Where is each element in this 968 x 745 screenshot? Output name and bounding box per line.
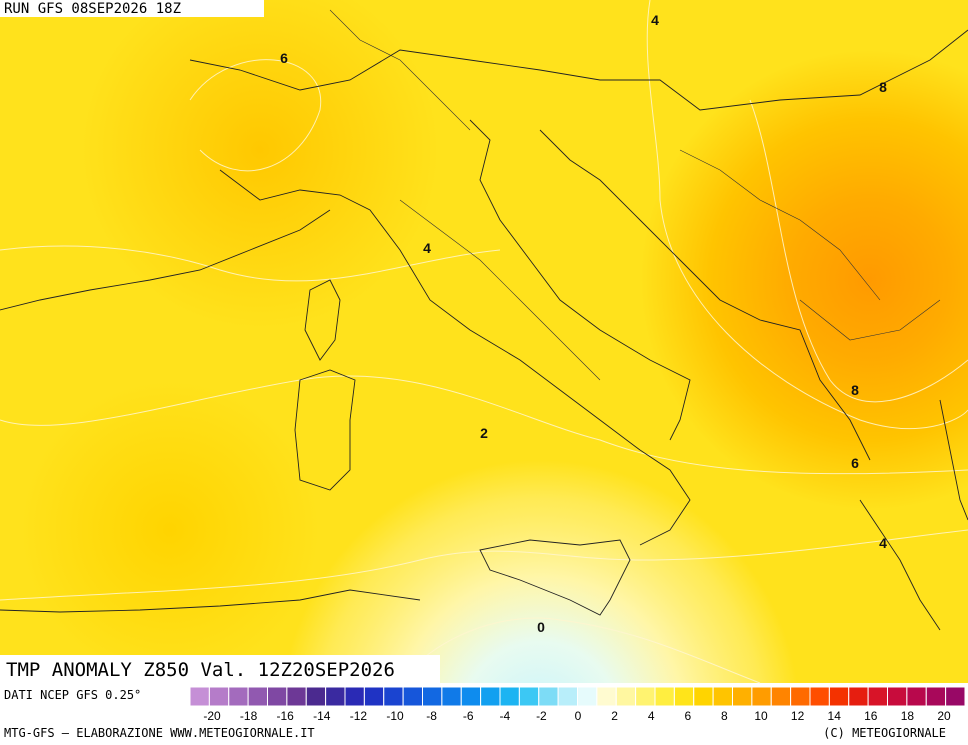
colorbar-tick-label: 12 — [791, 709, 805, 723]
colorbar-tick-label: 20 — [937, 709, 951, 723]
colorbar-swatch — [693, 686, 714, 707]
colorbar-swatch — [189, 686, 210, 707]
colorbar-tick-label: -14 — [313, 709, 331, 723]
colorbar-tick-label: 6 — [684, 709, 691, 723]
contour-label: 4 — [423, 240, 431, 256]
source-label: DATI NCEP GFS 0.25° — [4, 688, 141, 702]
colorbar-swatch — [480, 686, 501, 707]
colorbar-swatch — [228, 686, 249, 707]
colorbar-swatch — [305, 686, 327, 707]
colorbar-swatch — [247, 686, 268, 707]
colorbar-swatch — [518, 686, 540, 707]
colorbar-tick-label: -2 — [536, 709, 547, 723]
isolines — [0, 0, 968, 684]
colorbar-swatch — [267, 686, 288, 707]
colorbar-swatch — [383, 686, 404, 707]
contour-label: 8 — [851, 382, 859, 398]
colorbar-swatch — [441, 686, 462, 707]
colorbar-tick-label: -8 — [426, 709, 437, 723]
colorbar: -20 -18 -16 -14 -12 -10 -8 -6 -4 -2 0 2 4 6 8 10 12 14 16 1… — [189, 686, 966, 723]
colorbar-swatch — [790, 686, 811, 707]
colorbar-swatch — [828, 686, 850, 707]
colorbar-tick-label: -4 — [499, 709, 510, 723]
footer-right: (C) METEOGIORNALE — [823, 726, 946, 740]
contour-label: 6 — [280, 50, 288, 66]
colorbar-tick-label: -18 — [240, 709, 258, 723]
colorbar-swatch — [577, 686, 598, 707]
map — [0, 0, 968, 684]
colorbar-tick-label: 0 — [575, 709, 582, 723]
colorbar-swatch — [732, 686, 753, 707]
colorbar-swatch — [867, 686, 888, 707]
contour-label: 6 — [851, 455, 859, 471]
colorbar-swatch — [344, 686, 365, 707]
colorbar-swatch — [654, 686, 675, 707]
run-label: RUN GFS 08SEP2026 18Z — [4, 1, 181, 17]
colorbar-swatch — [945, 686, 966, 707]
colorbar-tick-label: -10 — [386, 709, 404, 723]
colorbar-swatch — [848, 686, 869, 707]
colorbar-tick-label: 2 — [611, 709, 618, 723]
colorbar-tick-label: 4 — [648, 709, 655, 723]
colorbar-tick-label: -16 — [277, 709, 295, 723]
colorbar-swatch — [286, 686, 307, 707]
colorbar-tick-label: -6 — [463, 709, 474, 723]
contour-labels: 4 6 8 4 8 2 6 4 0 — [280, 12, 887, 635]
contour-label: 0 — [537, 619, 545, 635]
colorbar-swatch — [402, 686, 423, 707]
colorbar-swatch — [460, 686, 482, 707]
anomaly-field — [0, 0, 968, 683]
borders — [329, 9, 941, 381]
run-box — [0, 0, 264, 17]
colorbar-swatch — [557, 686, 578, 707]
colorbar-swatch — [887, 686, 908, 707]
colorbar-swatch — [673, 686, 695, 707]
contour-label: 2 — [480, 425, 488, 441]
colorbar-tick-label: 10 — [754, 709, 768, 723]
coastlines — [0, 29, 968, 631]
colorbar-swatch — [635, 686, 656, 707]
colorbar-swatch — [363, 686, 385, 707]
colorbar-tick-label: 18 — [901, 709, 915, 723]
colorbar-tick-label: 14 — [828, 709, 842, 723]
colorbar-swatch — [325, 686, 346, 707]
colorbar-swatch — [712, 686, 733, 707]
footer-left: MTG-GFS — ELABORAZIONE WWW.METEOGIORNALE… — [4, 726, 315, 740]
colorbar-swatch — [925, 686, 947, 707]
map-title: TMP ANOMALY Z850 Val. 12Z20SEP2026 — [6, 659, 395, 681]
colorbar-swatch — [770, 686, 792, 707]
colorbar-swatch — [906, 686, 927, 707]
colorbar-swatch — [596, 686, 617, 707]
title-box — [0, 655, 440, 683]
colorbar-swatch — [208, 686, 230, 707]
colorbar-swatch — [538, 686, 559, 707]
colorbar-swatch — [615, 686, 637, 707]
colorbar-tick-label: -12 — [350, 709, 368, 723]
contour-label: 8 — [879, 79, 887, 95]
contour-label: 4 — [879, 535, 887, 551]
colorbar-swatch — [499, 686, 520, 707]
contour-label: 4 — [651, 12, 659, 28]
colorbar-swatch — [422, 686, 443, 707]
colorbar-tick-label: -20 — [203, 709, 221, 723]
colorbar-tick-label: 8 — [721, 709, 728, 723]
colorbar-swatch — [751, 686, 772, 707]
colorbar-swatch — [809, 686, 830, 707]
colorbar-tick-label: 16 — [864, 709, 878, 723]
